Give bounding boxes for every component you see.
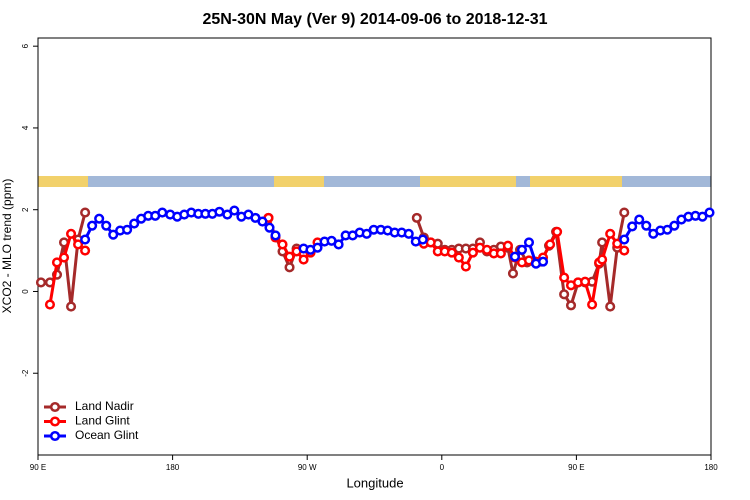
- data-point: [467, 247, 478, 258]
- data-point: [662, 224, 673, 235]
- data-point: [597, 237, 608, 248]
- x-tick-label: 0: [440, 463, 445, 472]
- data-point: [73, 239, 84, 250]
- x-axis-label: Longitude: [346, 475, 403, 490]
- data-point: [580, 276, 591, 287]
- data-point: [66, 301, 77, 312]
- data-point: [537, 256, 549, 267]
- data-point: [634, 214, 645, 225]
- legend-label: Land Glint: [75, 414, 130, 428]
- land-band: [530, 176, 622, 187]
- y-tick-label: 4: [21, 125, 30, 130]
- data-point: [284, 262, 295, 273]
- x-tick-label: 90 E: [568, 463, 584, 472]
- data-point: [453, 252, 464, 263]
- legend-marker: [49, 430, 61, 442]
- data-point: [80, 234, 91, 245]
- legend-label: Land Nadir: [75, 399, 134, 413]
- data-point: [516, 244, 528, 255]
- data-point: [66, 228, 77, 239]
- data-point: [333, 239, 344, 250]
- data-point: [264, 222, 275, 233]
- data-point: [565, 300, 577, 311]
- data-point: [35, 277, 47, 288]
- x-tick-label: 180: [704, 463, 718, 472]
- data-point: [619, 245, 630, 256]
- data-point: [122, 224, 133, 235]
- y-tick-label: -2: [21, 369, 30, 377]
- data-point: [460, 261, 471, 272]
- x-tick-label: 180: [166, 463, 180, 472]
- data-point: [605, 301, 616, 312]
- legend-marker: [49, 416, 61, 427]
- data-point: [627, 221, 638, 232]
- data-point: [214, 206, 225, 217]
- data-point: [361, 228, 372, 239]
- land-ocean-band: [38, 176, 711, 187]
- legend-marker: [49, 401, 61, 413]
- data-point: [108, 229, 119, 240]
- data-point: [507, 268, 519, 279]
- data-point: [587, 299, 598, 310]
- data-point: [87, 220, 98, 231]
- data-point: [559, 272, 570, 283]
- data-point: [257, 216, 268, 227]
- data-point: [704, 207, 715, 218]
- x-tick-label: 90 E: [30, 463, 46, 472]
- data-point: [612, 238, 623, 249]
- legend-label: Ocean Glint: [75, 428, 139, 442]
- y-axis-label: XCO2 - MLO trend (ppm): [0, 179, 14, 314]
- data-point: [277, 239, 288, 250]
- data-point: [619, 207, 630, 218]
- data-point: [44, 299, 56, 310]
- y-tick-label: 2: [21, 207, 30, 212]
- data-point: [284, 251, 295, 262]
- data-point: [80, 245, 91, 256]
- land-band: [38, 176, 88, 187]
- data-point: [545, 239, 556, 250]
- data-point: [417, 234, 428, 245]
- data-point: [411, 212, 422, 223]
- land-band: [274, 176, 324, 187]
- data-point: [523, 237, 535, 248]
- data-point: [129, 218, 140, 229]
- data-point: [298, 254, 309, 265]
- data-point: [80, 207, 91, 218]
- data-point: [669, 220, 680, 231]
- data-point: [312, 242, 323, 253]
- data-point: [697, 211, 708, 222]
- data-point: [597, 254, 608, 265]
- data-point: [605, 228, 616, 239]
- data-point: [502, 240, 513, 251]
- data-point: [51, 257, 63, 268]
- plot-frame: [37, 37, 712, 456]
- data-point: [270, 230, 281, 241]
- data-point: [495, 248, 506, 259]
- data-point: [552, 226, 563, 237]
- data-point: [619, 234, 630, 245]
- data-point: [157, 207, 168, 218]
- data-point: [641, 220, 652, 231]
- data-point: [229, 205, 240, 216]
- y-tick-label: 0: [21, 289, 30, 294]
- x-tick-label: 90 W: [298, 463, 317, 472]
- data-point: [425, 237, 436, 248]
- data-point: [559, 289, 570, 300]
- data-point: [509, 251, 520, 262]
- data-point: [222, 209, 233, 220]
- ocean-band: [38, 176, 711, 187]
- land-band: [420, 176, 516, 187]
- y-tick-label: 6: [21, 43, 30, 48]
- data-point: [101, 220, 112, 231]
- data-point: [58, 252, 70, 263]
- chart-title: 25N-30N May (Ver 9) 2014-09-06 to 2018-1…: [202, 11, 547, 28]
- data-point: [446, 247, 457, 258]
- data-point: [403, 228, 414, 239]
- data-point: [94, 213, 105, 224]
